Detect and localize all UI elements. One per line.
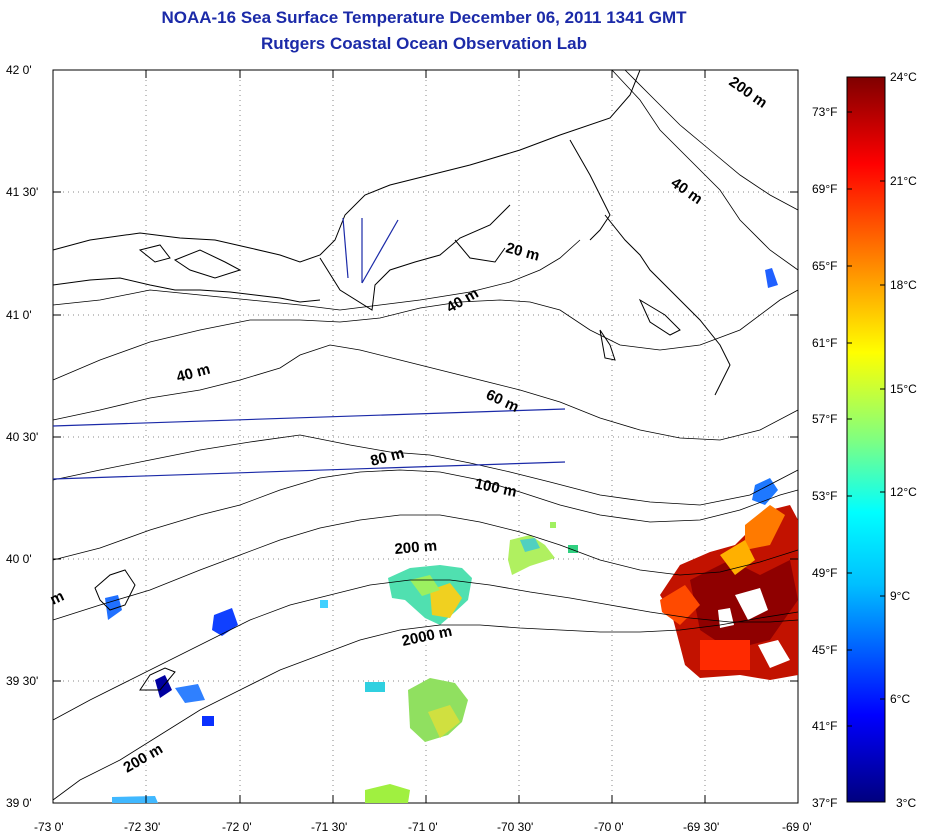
fahrenheit-label: 45°F	[812, 643, 838, 657]
map-subtitle: Rutgers Coastal Ocean Observation Lab	[261, 34, 587, 53]
lat-label: 39 0'	[6, 796, 32, 810]
fahrenheit-label: 57°F	[812, 412, 838, 426]
celsius-label: 9°C	[890, 589, 911, 603]
lat-label: 39 30'	[6, 674, 39, 688]
lon-label: -71 30'	[311, 820, 348, 834]
fahrenheit-label: 37°F	[812, 796, 838, 810]
map-title: NOAA-16 Sea Surface Temperature December…	[161, 8, 687, 27]
lat-label: 41 0'	[6, 308, 32, 322]
lon-label: -73 0'	[34, 820, 64, 834]
fahrenheit-label: 53°F	[812, 489, 838, 503]
celsius-label: 24°C	[890, 70, 917, 84]
fahrenheit-label: 41°F	[812, 719, 838, 733]
lon-label: -72 0'	[222, 820, 252, 834]
celsius-label: 15°C	[890, 382, 917, 396]
celsius-label: 3°C	[896, 796, 917, 810]
contour-label: m	[48, 588, 67, 609]
lon-label: -71 0'	[408, 820, 438, 834]
fahrenheit-label: 73°F	[812, 105, 838, 119]
fahrenheit-label: 69°F	[812, 182, 838, 196]
celsius-label: 21°C	[890, 174, 917, 188]
fahrenheit-label: 61°F	[812, 336, 838, 350]
axis-ticks	[52, 70, 798, 803]
celsius-label: 18°C	[890, 278, 917, 292]
colorbar-ticks	[847, 111, 885, 727]
transect-lines	[52, 217, 566, 480]
fahrenheit-label: 65°F	[812, 259, 838, 273]
lat-label: 40 0'	[6, 552, 32, 566]
celsius-label: 6°C	[890, 692, 911, 706]
celsius-label: 12°C	[890, 485, 917, 499]
sst-patches	[105, 268, 798, 803]
colorbar	[846, 76, 886, 803]
fahrenheit-label: 49°F	[812, 566, 838, 580]
lat-label: 40 30'	[6, 430, 39, 444]
lon-label: -70 0'	[594, 820, 624, 834]
lon-label: -69 30'	[683, 820, 720, 834]
lon-label: -69 0'	[782, 820, 812, 834]
bathymetry-contours	[52, 69, 799, 801]
lat-label: 42 0'	[6, 63, 32, 77]
lon-label: -72 30'	[124, 820, 161, 834]
coastline	[52, 69, 731, 691]
lat-label: 41 30'	[6, 185, 39, 199]
lon-label: -70 30'	[497, 820, 534, 834]
contour-label: 200 m	[394, 537, 438, 558]
